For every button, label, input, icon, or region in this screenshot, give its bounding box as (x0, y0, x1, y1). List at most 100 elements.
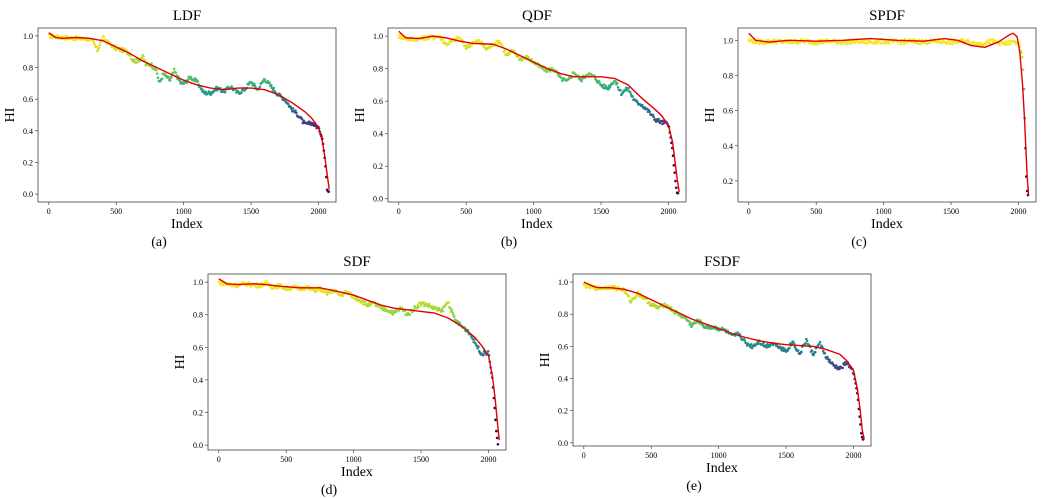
sdf-point (403, 309, 407, 313)
ldf-point (252, 82, 256, 86)
ldf-xtick-label: 1000 (176, 207, 192, 216)
ldf-point (113, 47, 116, 50)
sdf-point (331, 291, 335, 294)
ldf-point (294, 109, 297, 112)
qdf-point (441, 38, 444, 41)
spdf-point (1003, 40, 1007, 43)
sdf-point (221, 283, 225, 287)
sdf-point (477, 345, 480, 348)
fsdf-point (595, 288, 599, 292)
sdf-point (452, 313, 455, 316)
ldf-yaxis-label: HI (3, 107, 18, 122)
ldf-point (204, 90, 208, 94)
sdf-ytick-label: 0.0 (193, 441, 203, 450)
fsdf-point (585, 285, 589, 289)
sdf-point (417, 305, 420, 309)
ldf-point (286, 102, 290, 106)
ldf-plot-frame (37, 27, 337, 203)
fsdf-point (859, 431, 863, 435)
qdf-point (420, 34, 424, 38)
ldf-point (169, 76, 173, 79)
spdf-point (948, 42, 952, 46)
qdf-point (520, 59, 524, 62)
qdf-xtick-label: 0 (397, 207, 401, 216)
fsdf-ytick-label: 0.0 (558, 439, 568, 448)
sdf-point (277, 286, 280, 289)
qdf-fit-line (398, 30, 680, 193)
qdf-point (506, 53, 510, 57)
qdf-point (616, 85, 620, 89)
spdf-point (892, 40, 895, 44)
fsdf-point (805, 339, 809, 343)
fsdf-xtick-label: 1500 (778, 451, 794, 460)
qdf-point (580, 79, 583, 83)
spdf-point (783, 40, 786, 44)
spdf-xtick-label: 2000 (1010, 207, 1026, 216)
qdf-point (526, 55, 530, 59)
qdf-plot-frame (387, 27, 687, 203)
fsdf-point (665, 303, 669, 307)
qdf-point (399, 34, 402, 37)
chart-fsdf: FSDF 0 500 1000 1500 2000 0.0 0.2 0.4 0.6 0.8 1.0 In… (538, 254, 872, 494)
qdf-point (673, 171, 676, 174)
spdf-point (1006, 42, 1009, 46)
ldf-xtick-label: 0 (47, 207, 51, 216)
sdf-xtick-label: 1500 (413, 455, 429, 464)
ldf-point (253, 84, 257, 88)
qdf-point (483, 44, 486, 47)
qdf-point (468, 45, 472, 49)
chart-sdf: SDF 0 500 1000 1500 2000 0.0 0.2 0.4 0.6 0.8 1.0 Ind… (173, 254, 507, 498)
fsdf-xtick-label: 500 (645, 451, 657, 460)
ldf-point (291, 107, 295, 110)
qdf-point (422, 38, 426, 42)
panel-spdf: SPDF 0 500 1000 1500 2000 0.2 0.4 0.6 0.8 1.0 Index… (700, 0, 1045, 250)
spdf-point (847, 40, 850, 44)
chart-ldf: LDF 0 500 1000 1500 2000 0.0 0.2 0.4 0.6 0.8 1.0 Ind… (3, 8, 337, 250)
fsdf-point (673, 312, 677, 315)
fsdf-point (823, 351, 827, 355)
fsdf-ytick-label: 0.2 (558, 407, 568, 416)
sdf-xaxis-label: Index (341, 465, 373, 480)
panel-sdf: SDF 0 500 1000 1500 2000 0.0 0.2 0.4 0.6 0.8 1.0 Ind… (170, 250, 515, 498)
spdf-ytick-label: 1.0 (723, 36, 733, 45)
sdf-point (321, 290, 324, 294)
sdf-xtick-label: 2000 (480, 455, 496, 464)
sdf-point (274, 286, 278, 290)
spdf-point (899, 42, 903, 46)
qdf-point (674, 179, 677, 183)
sdf-point (494, 429, 498, 433)
qdf-point (619, 88, 622, 92)
ldf-point (200, 87, 203, 90)
ldf-point (196, 79, 199, 83)
spdf-point (1020, 56, 1024, 59)
qdf-point (416, 39, 419, 43)
qdf-point (611, 82, 615, 85)
ldf-point (223, 90, 227, 94)
sdf-data-layer (217, 278, 500, 446)
sdf-point (486, 350, 490, 353)
ldf-xtick-label: 500 (110, 207, 122, 216)
sdf-point (362, 303, 365, 306)
fsdf-fit-line (583, 281, 865, 440)
ldf-caption: (a) (151, 235, 167, 250)
qdf-point (641, 103, 644, 107)
sdf-xtick-label: 1000 (346, 455, 362, 464)
fsdf-point (749, 343, 753, 346)
fsdf-point (838, 367, 841, 371)
fsdf-point (860, 435, 864, 439)
fsdf-data-layer (582, 281, 865, 441)
qdf-xaxis-label: Index (521, 217, 553, 232)
ldf-point (156, 76, 160, 80)
fsdf-point (627, 295, 631, 298)
sdf-point (304, 288, 307, 291)
qdf-point (513, 49, 516, 52)
ldf-ytick-label: 1.0 (23, 32, 33, 41)
spdf-point (1020, 51, 1023, 55)
ldf-point (186, 78, 190, 81)
sdf-point (258, 285, 262, 289)
sdf-point (451, 311, 454, 314)
ldf-point (110, 45, 114, 49)
sdf-point (355, 297, 359, 300)
spdf-point (902, 42, 906, 45)
qdf-point (447, 42, 451, 46)
